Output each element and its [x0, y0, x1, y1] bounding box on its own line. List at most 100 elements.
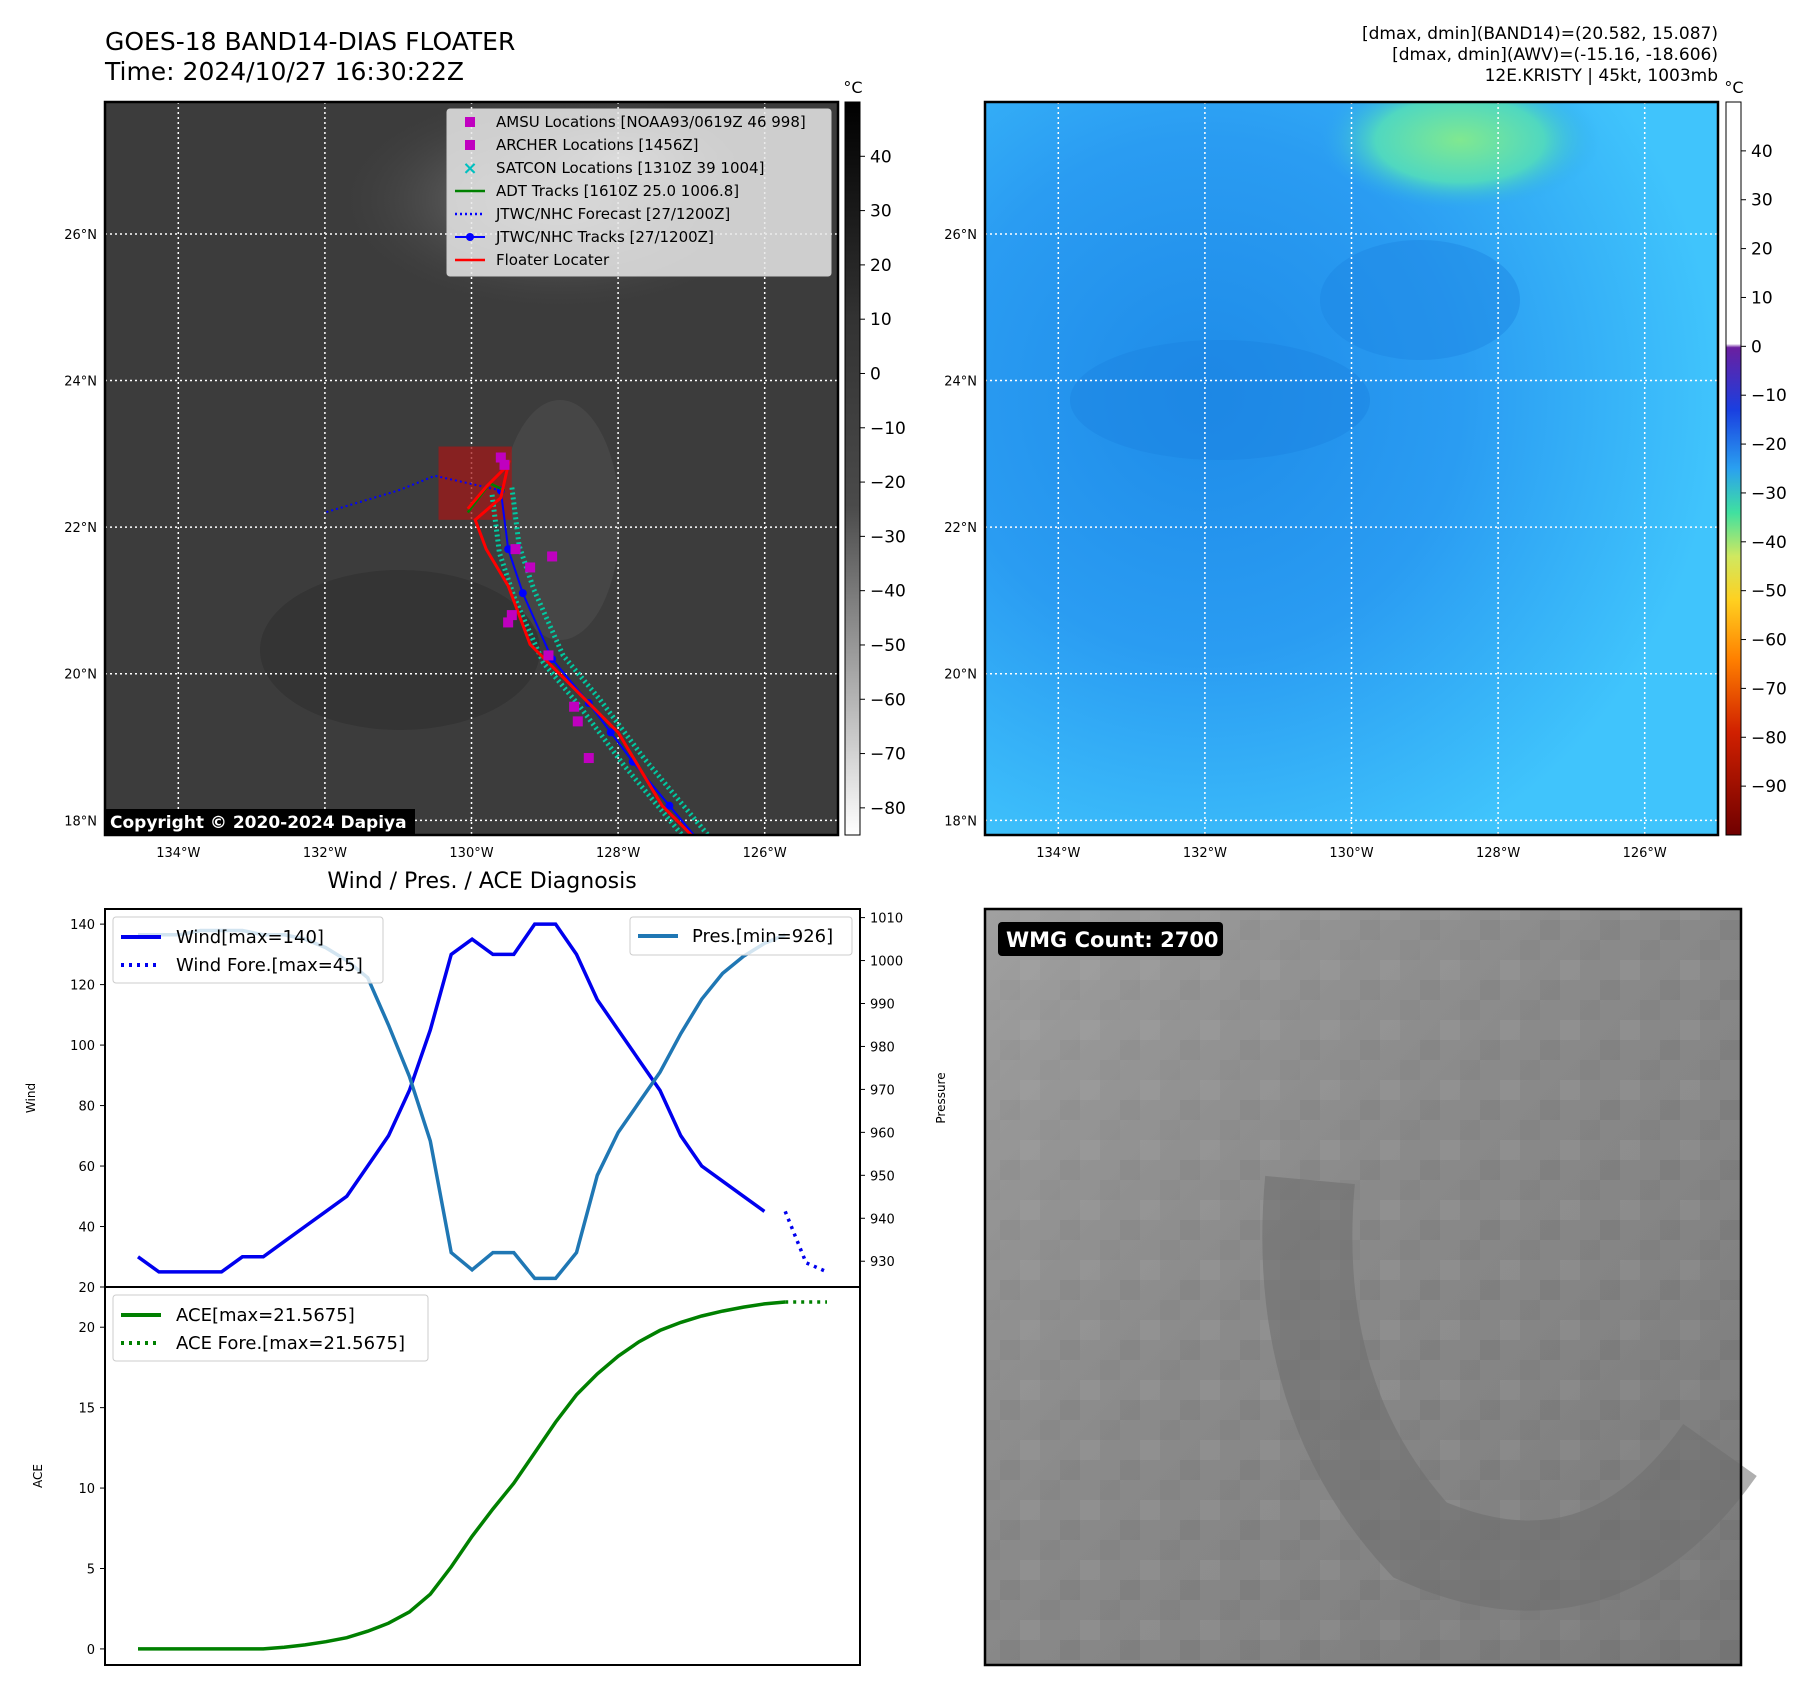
ir-colorbar — [844, 101, 861, 836]
legend-label: AMSU Locations [NOAA93/0619Z 46 998] — [496, 113, 806, 131]
colorbar-tick-label: 40 — [870, 147, 892, 167]
y-tick-label-right: 990 — [870, 998, 895, 1013]
colorbar-tick-label: −20 — [1751, 435, 1787, 455]
y-tick-label-right: 940 — [870, 1212, 895, 1227]
colorbar-tick-label: −80 — [1751, 728, 1787, 748]
colorbar-tick-label: −50 — [870, 636, 906, 656]
lon-tick-label: 132°W — [1183, 846, 1227, 861]
info-line-1: [dmax, dmin](BAND14)=(20.582, 15.087) — [1362, 24, 1718, 44]
colorbar-tick-label: −50 — [1751, 582, 1787, 602]
title-line-1: GOES-18 BAND14-DIAS FLOATER — [105, 27, 515, 56]
colorbar-tick-label: −40 — [870, 582, 906, 602]
amsu-location-marker — [572, 716, 583, 727]
y-tick-label: 20 — [78, 1281, 95, 1296]
legend-label: JTWC/NHC Tracks [27/1200Z] — [495, 228, 714, 246]
legend-label: Wind Fore.[max=45] — [176, 955, 363, 976]
y-tick-label-right: 960 — [870, 1126, 895, 1141]
y-tick-label: 15 — [78, 1402, 95, 1417]
ir-colorbar-ticks: 40 30 20 10 0 −10 −20 −30 −40 −50 −60 −70 −80 — [860, 147, 906, 819]
y-tick-label-right: 980 — [870, 1040, 895, 1055]
lon-tick-label: 134°W — [156, 846, 200, 861]
pressure-ylabel: Pressure — [934, 1072, 948, 1123]
dark-patch — [260, 570, 540, 730]
y-tick-label-right: 970 — [870, 1083, 895, 1098]
ace-legend: ACE[max=21.5675] ACE Fore.[max=21.5675] — [112, 1294, 429, 1362]
colorbar-tick-label: −60 — [870, 690, 906, 710]
y-tick-label: 20 — [78, 1321, 95, 1336]
y-tick-label: 0 — [87, 1643, 95, 1658]
lon-tick-label: 130°W — [1329, 846, 1373, 861]
wmg-count-text: WMG Count: 2700 — [1006, 928, 1219, 952]
lat-tick-label: 24°N — [64, 375, 97, 390]
legend-label: SATCON Locations [1310Z 39 1004] — [496, 159, 764, 177]
legend-label: ACE[max=21.5675] — [176, 1305, 355, 1326]
jtwc-track-point — [518, 589, 527, 598]
pressure-legend: Pres.[min=926] — [629, 916, 853, 956]
colorbar-tick-label: 40 — [1751, 142, 1773, 162]
colorbar-tick-label: −10 — [1751, 386, 1787, 406]
legend-frame — [446, 108, 832, 277]
colorbar-tick-label: 10 — [1751, 288, 1773, 308]
legend-label: JTWC/NHC Forecast [27/1200Z] — [495, 205, 730, 223]
colorbar-tick-label: −20 — [870, 473, 906, 493]
wind-chart: 20 40 60 80 100 120 140 930 940 950 960 970 980 990 10… — [24, 908, 948, 1296]
awv-ticks: 134°W 132°W 130°W 128°W 126°W 26°N 24°N 22°N 20°… — [944, 228, 1667, 861]
amsu-location-marker — [569, 701, 580, 712]
y-tick-label-right: 1000 — [870, 955, 903, 970]
jtwc-track-point — [702, 846, 710, 854]
ir-panel: 134°W 132°W 130°W 128°W 126°W26°N24°N22°N20°… — [64, 78, 906, 861]
colorbar-tick-label: −70 — [1751, 679, 1787, 699]
amsu-location-marker — [499, 459, 510, 470]
y-tick-label: 120 — [70, 979, 95, 994]
lat-tick-label: 26°N — [64, 228, 97, 243]
jtwc-track-point — [665, 801, 674, 810]
amsu-location-marker — [506, 610, 517, 621]
colorbar-tick-label: 0 — [1751, 337, 1762, 357]
jtwc-track-point — [606, 728, 615, 737]
copyright-text: Copyright © 2020-2024 Dapiya — [110, 813, 407, 833]
awv-frame — [983, 100, 1720, 837]
legend-frame — [112, 916, 384, 984]
wmg-panel: WMG Count: 2700 — [983, 907, 1757, 1667]
lat-tick-label: 24°N — [944, 375, 977, 390]
amsu-location-marker — [547, 551, 558, 562]
wmg-dark-ring — [1262, 1175, 1757, 1611]
lat-tick-label: 22°N — [944, 521, 977, 536]
jtwc-forecast-line — [324, 474, 502, 514]
lat-tick-label: 18°N — [944, 814, 977, 829]
copyright-box — [105, 809, 415, 834]
colorbar-tick-label: −60 — [1751, 631, 1787, 651]
awv-moist-region — [1320, 102, 1600, 210]
jtwc-track-point — [504, 545, 513, 554]
ace-chart: 0 5 10 15 20 ACE ACE[max=21.5675] ACE Fore.[m… — [31, 1286, 861, 1666]
y-tick-label: 60 — [78, 1160, 95, 1175]
ir-frame — [103, 100, 840, 837]
amsu-location-marker — [503, 617, 514, 628]
y-tick-label: 10 — [78, 1482, 95, 1497]
y-tick-label-right: 950 — [870, 1169, 895, 1184]
legend-label: ACE Fore.[max=21.5675] — [176, 1333, 405, 1354]
wmg-frame — [983, 907, 1743, 1667]
colorbar-tick-label: 20 — [870, 256, 892, 276]
amsu-location-marker — [543, 650, 554, 661]
ace-ylabel: ACE — [31, 1464, 45, 1488]
colorbar-tick-label: 20 — [1751, 240, 1773, 260]
lon-tick-label: 130°W — [449, 846, 493, 861]
lat-tick-label: 18°N — [64, 814, 97, 829]
wind-ylabel: Wind — [24, 1083, 38, 1113]
legend-square-marker — [465, 140, 475, 150]
colorbar-tick-label: 30 — [1751, 191, 1773, 211]
amsu-location-marker — [525, 562, 536, 573]
colorbar-tick-label: −90 — [1751, 777, 1787, 797]
y-tick-label: 40 — [78, 1221, 95, 1236]
info-line-2: [dmax, dmin](AWV)=(-15.16, -18.606) — [1392, 45, 1718, 65]
y-tick-label-right: 930 — [870, 1255, 895, 1270]
colorbar-tick-label: −30 — [1751, 484, 1787, 504]
wind-legend: Wind[max=140] Wind Fore.[max=45] — [112, 916, 384, 984]
awv-colorbar — [1725, 101, 1742, 836]
legend-x-marker: × — [462, 158, 477, 179]
title-line-2: Time: 2024/10/27 16:30:22Z — [104, 57, 464, 86]
amsu-location-marker — [583, 753, 594, 764]
colorbar-tick-label: −30 — [870, 527, 906, 547]
satcon-marker-line — [509, 486, 712, 835]
